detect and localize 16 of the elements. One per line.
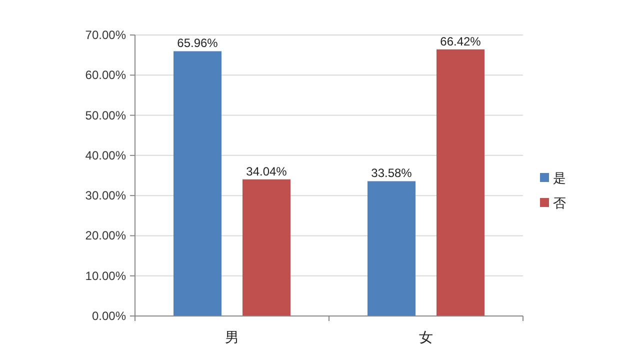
data-label: 65.96% — [177, 36, 218, 50]
y-tick-label: 50.00% — [85, 108, 126, 122]
y-tick-label: 10.00% — [85, 268, 126, 283]
x-tick-label: 男 — [225, 329, 239, 345]
legend-label: 是 — [553, 170, 566, 186]
y-tick-label: 0.00% — [92, 309, 126, 323]
data-label: 66.42% — [440, 34, 482, 48]
data-label: 33.58% — [371, 166, 412, 180]
x-tick-label: 女 — [419, 329, 433, 345]
y-tick-label: 70.00% — [85, 28, 126, 42]
y-tick-label: 40.00% — [85, 148, 126, 162]
y-tick-label: 20.00% — [85, 228, 126, 243]
y-tick-label: 30.00% — [85, 188, 126, 203]
legend-label: 否 — [553, 196, 566, 210]
data-label: 34.04% — [246, 164, 288, 178]
y-tick-label: 60.00% — [85, 68, 126, 82]
